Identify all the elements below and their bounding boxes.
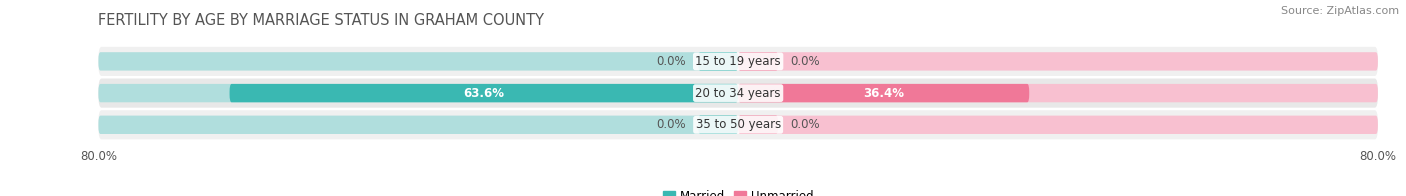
FancyBboxPatch shape <box>98 84 738 102</box>
FancyBboxPatch shape <box>699 52 738 71</box>
Text: 20 to 34 years: 20 to 34 years <box>696 87 780 100</box>
FancyBboxPatch shape <box>98 52 738 71</box>
Text: FERTILITY BY AGE BY MARRIAGE STATUS IN GRAHAM COUNTY: FERTILITY BY AGE BY MARRIAGE STATUS IN G… <box>98 13 544 28</box>
FancyBboxPatch shape <box>98 116 738 134</box>
FancyBboxPatch shape <box>738 116 1378 134</box>
Text: Source: ZipAtlas.com: Source: ZipAtlas.com <box>1281 6 1399 16</box>
FancyBboxPatch shape <box>699 116 738 134</box>
FancyBboxPatch shape <box>738 116 778 134</box>
Legend: Married, Unmarried: Married, Unmarried <box>658 185 818 196</box>
Text: 15 to 19 years: 15 to 19 years <box>696 55 780 68</box>
FancyBboxPatch shape <box>98 79 1378 108</box>
Text: 63.6%: 63.6% <box>464 87 505 100</box>
FancyBboxPatch shape <box>738 84 1378 102</box>
FancyBboxPatch shape <box>738 52 1378 71</box>
FancyBboxPatch shape <box>738 84 1029 102</box>
FancyBboxPatch shape <box>229 84 738 102</box>
Text: 0.0%: 0.0% <box>657 118 686 131</box>
Text: 0.0%: 0.0% <box>790 55 820 68</box>
Text: 0.0%: 0.0% <box>657 55 686 68</box>
FancyBboxPatch shape <box>98 110 1378 139</box>
Text: 35 to 50 years: 35 to 50 years <box>696 118 780 131</box>
FancyBboxPatch shape <box>738 52 778 71</box>
Text: 0.0%: 0.0% <box>790 118 820 131</box>
Text: 36.4%: 36.4% <box>863 87 904 100</box>
FancyBboxPatch shape <box>98 47 1378 76</box>
